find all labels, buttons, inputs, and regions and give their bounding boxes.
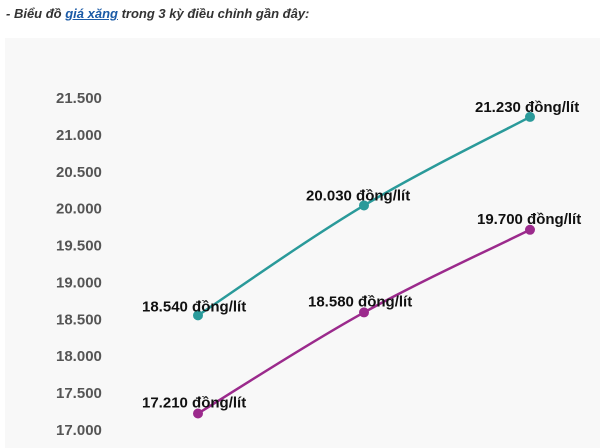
- y-tick-label: 20.500: [56, 164, 102, 181]
- y-tick-label: 21.500: [56, 90, 102, 107]
- data-point[interactable]: [525, 224, 535, 235]
- data-point[interactable]: [359, 200, 369, 211]
- data-label: 18.580 đồng/lít: [308, 293, 412, 310]
- data-label: 17.210 đồng/lít: [142, 395, 246, 412]
- data-point[interactable]: [525, 111, 535, 122]
- y-tick-label: 19.500: [56, 238, 102, 255]
- data-point[interactable]: [193, 408, 203, 419]
- y-tick-label: 19.000: [56, 274, 102, 291]
- data-label: 19.700 đồng/lít: [477, 211, 581, 228]
- y-tick-label: 20.000: [56, 201, 102, 218]
- caption-prefix: - Biểu đồ: [6, 6, 66, 21]
- data-label: 20.030 đồng/lít: [306, 187, 410, 204]
- chart-caption: - Biểu đồ giá xăng trong 3 kỳ điều chỉnh…: [6, 6, 309, 21]
- y-tick-label: 18.000: [56, 348, 102, 365]
- data-label: 21.230 đồng/lít: [475, 99, 579, 116]
- data-label: 18.540 đồng/lít: [142, 298, 246, 315]
- data-point[interactable]: [193, 310, 203, 321]
- y-tick-label: 18.500: [56, 311, 102, 328]
- y-tick-label: 17.000: [56, 422, 102, 439]
- caption-suffix: trong 3 kỳ điều chỉnh gần đây:: [117, 6, 310, 21]
- caption-link[interactable]: giá xăng: [65, 6, 118, 21]
- series-line-1: [197, 228, 531, 415]
- y-tick-label: 21.000: [56, 127, 102, 144]
- y-tick-label: 17.500: [56, 385, 102, 402]
- data-point[interactable]: [359, 307, 369, 318]
